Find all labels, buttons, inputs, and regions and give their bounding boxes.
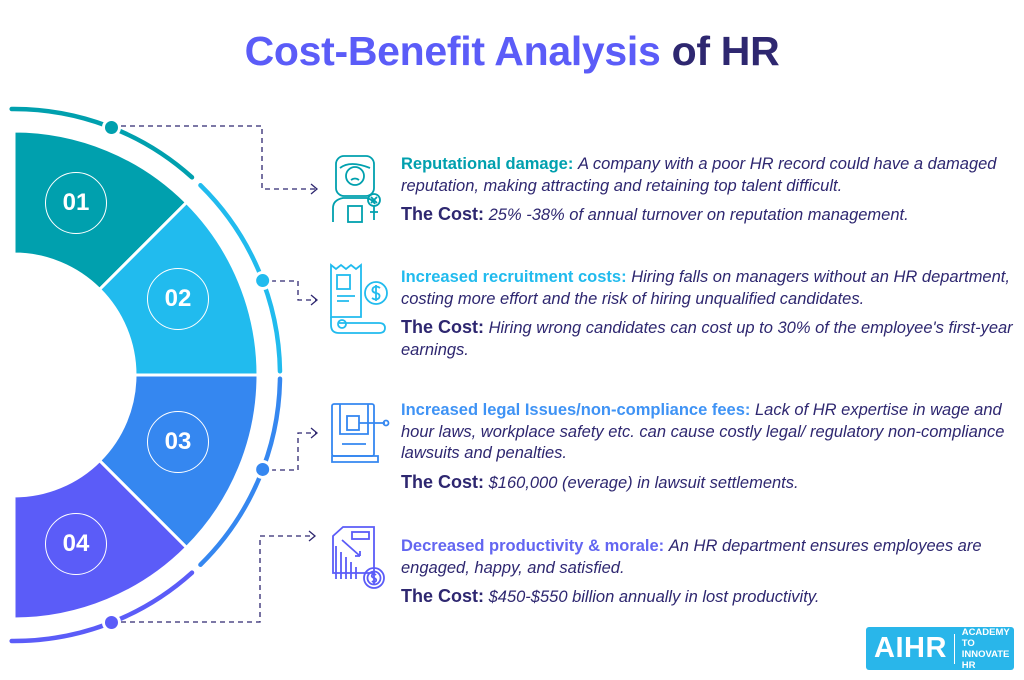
- cost-label: The Cost:: [401, 317, 484, 337]
- cost-label: The Cost:: [401, 471, 484, 492]
- cost-value: $160,000 (everage) in lawsuit settlement…: [488, 473, 799, 492]
- arrow-head-icon: [310, 183, 319, 195]
- connector-02: [262, 280, 316, 301]
- connector-03: [262, 432, 316, 471]
- logo-brand: AIHR: [874, 632, 947, 664]
- item-description: Hiring falls on managers without an HR d…: [401, 268, 1010, 308]
- segment-number-03: 03: [147, 411, 209, 473]
- cost-label: The Cost:: [401, 204, 484, 224]
- logo-tagline: ACADEMY TO INNOVATE HR: [962, 627, 1014, 671]
- item-description: Lack of HR expertise in wage and hour la…: [401, 401, 1005, 462]
- aihr-logo: AIHR ACADEMY TO INNOVATE HR: [866, 627, 1014, 671]
- segment-number-01: 01: [45, 172, 107, 234]
- outer-ring-arc: [198, 183, 283, 374]
- cost-label: The Cost:: [401, 586, 484, 606]
- arrow-head-icon: [308, 530, 317, 542]
- arrow-head-icon: [310, 294, 319, 306]
- item-productivity-morale: Decreased productivity & morale: An HR d…: [401, 536, 1013, 609]
- item-heading: Reputational damage:: [401, 155, 574, 173]
- gavel-law-book-icon: [331, 403, 390, 463]
- ring-dot: [101, 118, 121, 138]
- cost-value: $450-$550 billion annually in lost produ…: [488, 588, 820, 606]
- item-heading: Increased legal Issues/non-compliance fe…: [401, 401, 751, 419]
- item-description: A company with a poor HR record could ha…: [401, 155, 997, 195]
- title-highlight: Cost-Benefit Analysis: [244, 28, 661, 74]
- cost-value: Hiring wrong candidates can cost up to 3…: [401, 319, 1013, 359]
- item-heading: Decreased productivity & morale:: [401, 537, 665, 555]
- logo-tagline-line1: ACADEMY TO: [961, 626, 1010, 649]
- connector-04: [112, 535, 314, 623]
- logo-divider: [953, 633, 955, 664]
- outer-ring-arc: [198, 376, 283, 567]
- segment-number-04: 04: [45, 513, 107, 575]
- ring-dot: [253, 271, 273, 291]
- title-rest: of HR: [671, 28, 780, 74]
- cost-value: 25% -38% of annual turnover on reputatio…: [488, 206, 909, 224]
- item-recruitment-costs: Increased recruitment costs: Hiring fall…: [401, 267, 1013, 361]
- item-description: An HR department ensures employees are e…: [401, 537, 982, 577]
- frustrated-person-icon: [332, 155, 381, 223]
- receipt-dollar-icon: [330, 263, 388, 334]
- item-legal-issues: Increased legal Issues/non-compliance fe…: [401, 400, 1013, 494]
- ring-dot: [101, 612, 121, 632]
- item-reputational-damage: Reputational damage: A company with a po…: [401, 154, 1013, 227]
- ring-dot: [253, 459, 273, 479]
- connector-01: [112, 125, 316, 190]
- declining-chart-dollar-icon: [332, 526, 385, 589]
- arrow-head-icon: [310, 427, 319, 439]
- item-heading: Increased recruitment costs:: [401, 268, 627, 286]
- page-title: Cost-Benefit Analysis of HR: [0, 28, 1024, 75]
- logo-tagline-line2: INNOVATE HR: [961, 648, 1010, 671]
- segment-number-02: 02: [147, 268, 209, 330]
